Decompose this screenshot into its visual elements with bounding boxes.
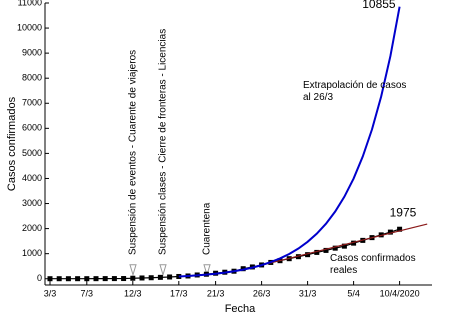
- data-point: [84, 276, 90, 282]
- x-tick-label: 7/3: [81, 288, 94, 298]
- data-point: [378, 232, 384, 238]
- data-point: [397, 226, 403, 232]
- data-point: [167, 274, 173, 280]
- data-point: [102, 276, 108, 282]
- x-tick-label: 21/3: [207, 288, 225, 298]
- y-tick-label: 2000: [22, 223, 42, 233]
- y-tick-label: 5000: [22, 148, 42, 158]
- data-point: [387, 229, 393, 235]
- data-point: [332, 245, 338, 251]
- annotation: Suspensión de eventos - Cuarente de viaj…: [128, 50, 139, 255]
- y-tick-label: 3000: [22, 198, 42, 208]
- series-label: Extrapolación de casos al 26/3: [303, 80, 407, 103]
- annotation: Cuarentena: [202, 202, 213, 255]
- value-label: 1975: [390, 205, 417, 219]
- data-point: [305, 252, 311, 258]
- data-point: [56, 276, 62, 282]
- x-tick-label: 26/3: [253, 288, 271, 298]
- data-point: [323, 247, 329, 253]
- y-tick-label: 10000: [17, 22, 42, 32]
- x-tick-label: 3/3: [44, 288, 57, 298]
- x-tick-label: 5/4: [347, 288, 360, 298]
- data-point: [111, 276, 117, 282]
- series-label: Casos confirmados reales: [330, 253, 416, 276]
- data-point: [351, 240, 357, 246]
- event-marker: [203, 264, 211, 277]
- value-label: 10855: [362, 0, 396, 11]
- event-marker: [159, 264, 167, 277]
- series-line: [252, 223, 428, 269]
- x-axis-label: Fecha: [225, 303, 256, 313]
- y-tick-label: 9000: [22, 48, 42, 58]
- x-tick-label: 10/4/2020: [380, 288, 420, 298]
- data-point: [148, 275, 154, 281]
- x-tick-label: 31/3: [299, 288, 317, 298]
- data-point: [157, 274, 163, 280]
- x-tick-label: 17/3: [170, 288, 188, 298]
- data-point: [121, 276, 127, 282]
- y-tick-label: 6000: [22, 123, 42, 133]
- data-point: [65, 276, 71, 282]
- data-point: [130, 275, 136, 281]
- data-point: [341, 243, 347, 249]
- data-point: [139, 275, 145, 281]
- y-tick-label: 7000: [22, 98, 42, 108]
- data-point: [75, 276, 81, 282]
- x-tick-label: 12/3: [124, 288, 142, 298]
- y-tick-label: 4000: [22, 173, 42, 183]
- data-point: [314, 249, 320, 255]
- data-point: [295, 254, 301, 260]
- data-point: [47, 276, 53, 282]
- y-tick-label: 0: [37, 273, 42, 283]
- y-axis-label: Casos confirmados: [6, 96, 18, 191]
- data-point: [93, 276, 99, 282]
- annotation: Suspensión clases - Cierre de fronteras …: [158, 29, 169, 255]
- series-line: [178, 6, 401, 278]
- y-tick-label: 1000: [22, 248, 42, 258]
- event-marker: [129, 264, 137, 277]
- y-tick-label: 8000: [22, 73, 42, 83]
- y-tick-label: 11000: [18, 0, 42, 7]
